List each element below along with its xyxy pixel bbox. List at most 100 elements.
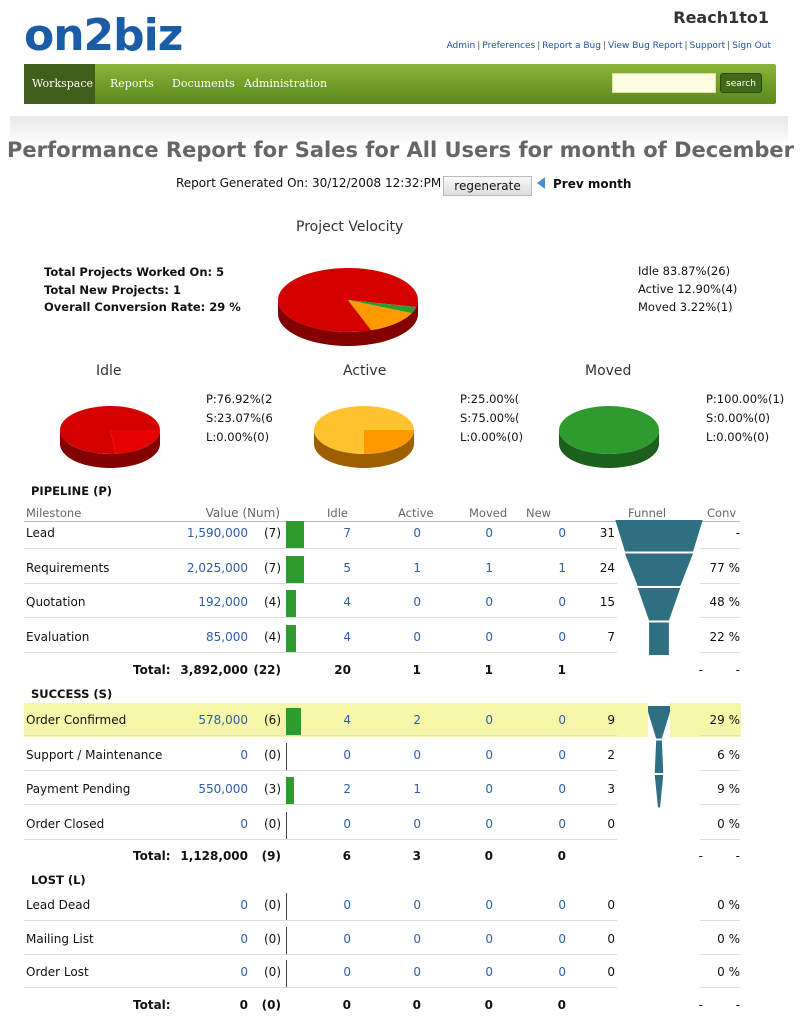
idle-legend-l: L:0.00%(0) — [206, 430, 270, 444]
nav-administration[interactable]: Administration — [244, 77, 328, 90]
num-count: (0) — [264, 965, 281, 979]
value-link[interactable]: 0 — [240, 816, 248, 831]
value-link[interactable]: 550,000 — [198, 782, 248, 796]
idle-count[interactable]: 0 — [343, 931, 351, 946]
new-count[interactable]: 0 — [558, 713, 566, 727]
value-link[interactable]: 2,025,000 — [186, 560, 248, 575]
value-link[interactable]: 0 — [240, 898, 248, 912]
active-count[interactable]: 0 — [413, 816, 421, 831]
search-input[interactable] — [612, 73, 716, 93]
arrow-left-icon — [537, 177, 545, 189]
search-button[interactable]: search — [720, 73, 762, 93]
moved-legend-p: P:100.00%(1) — [706, 392, 785, 406]
value-link[interactable]: 578,000 — [198, 713, 248, 727]
lost-total-conv: - — [735, 998, 740, 1012]
admin-link[interactable]: Admin — [446, 41, 476, 51]
active-count[interactable]: 0 — [413, 898, 421, 912]
idle-count[interactable]: 7 — [343, 526, 351, 540]
idle-count[interactable]: 0 — [343, 898, 351, 912]
milestone-name: Order Confirmed — [26, 713, 127, 727]
report-bug-link[interactable]: Report a Bug — [542, 41, 601, 51]
new-count[interactable]: 0 — [558, 965, 566, 979]
prev-month-link[interactable]: Prev month — [537, 177, 631, 191]
highlight-row-right — [670, 703, 741, 737]
idle-count[interactable]: 0 — [343, 816, 351, 831]
success-total-idle: 6 — [342, 849, 351, 863]
legend-moved: Moved 3.22%(1) — [638, 300, 733, 314]
active-count[interactable]: 0 — [413, 595, 421, 609]
nav-workspace[interactable]: Workspace — [24, 64, 95, 104]
conv-rate: 6 % — [717, 747, 740, 762]
conv-rate: 48 % — [709, 595, 741, 609]
conv-rate: - — [735, 526, 740, 540]
moved-count[interactable]: 0 — [485, 747, 493, 762]
idle-count[interactable]: 0 — [343, 965, 351, 979]
moved-count[interactable]: 0 — [485, 816, 493, 831]
new-count[interactable]: 0 — [558, 526, 566, 540]
pie-side — [60, 430, 160, 468]
idle-count[interactable]: 4 — [343, 713, 351, 727]
nav-reports[interactable]: Reports — [110, 77, 154, 90]
active-count[interactable]: 0 — [413, 747, 421, 762]
new-count[interactable]: 0 — [558, 629, 566, 644]
row-line — [24, 582, 617, 584]
moved-legend-l: L:0.00%(0) — [706, 430, 770, 444]
value-link[interactable]: 0 — [240, 931, 248, 946]
moved-count[interactable]: 0 — [485, 931, 493, 946]
value-link[interactable]: 192,000 — [198, 595, 248, 609]
row-line-right — [700, 582, 740, 584]
moved-count[interactable]: 0 — [485, 713, 493, 727]
header-conv: Conv — [707, 506, 737, 520]
idle-pie-legend: P:76.92%(2 S:23.07%(6 L:0.00%(0) — [206, 390, 273, 447]
new-count[interactable]: 0 — [558, 747, 566, 762]
new-count[interactable]: 0 — [558, 816, 566, 831]
new-count[interactable]: 1 — [558, 560, 566, 575]
active-count[interactable]: 0 — [413, 931, 421, 946]
preferences-link[interactable]: Preferences — [482, 41, 536, 51]
moved-count[interactable]: 0 — [485, 782, 493, 796]
support-link[interactable]: Support — [689, 41, 726, 51]
new-count[interactable]: 0 — [558, 898, 566, 912]
regenerate-button[interactable]: regenerate — [443, 176, 532, 196]
active-count[interactable]: 0 — [413, 526, 421, 540]
active-count[interactable]: 1 — [413, 560, 421, 575]
idle-legend-p: P:76.92%(2 — [206, 392, 273, 406]
conv-rate: 0 % — [717, 965, 740, 979]
pie-slice — [364, 430, 414, 454]
active-count[interactable]: 0 — [413, 629, 421, 644]
moved-count[interactable]: 0 — [485, 595, 493, 609]
funnel-count: 24 — [599, 560, 615, 575]
value-link[interactable]: 1,590,000 — [186, 526, 248, 540]
moved-count[interactable]: 0 — [485, 629, 493, 644]
idle-count[interactable]: 5 — [343, 560, 351, 575]
idle-count[interactable]: 4 — [343, 595, 351, 609]
idle-count[interactable]: 2 — [343, 782, 351, 796]
new-count[interactable]: 0 — [558, 595, 566, 609]
generated-on: Report Generated On: 30/12/2008 12:32:PM — [176, 176, 442, 190]
idle-count[interactable]: 0 — [343, 747, 351, 762]
value-link[interactable]: 0 — [240, 747, 248, 762]
pipeline-total-value: 3,892,000 — [180, 663, 248, 677]
sign-out-link[interactable]: Sign Out — [732, 41, 771, 51]
active-count[interactable]: 2 — [413, 713, 421, 727]
value-link[interactable]: 85,000 — [206, 629, 248, 644]
pie-slice — [348, 300, 412, 331]
moved-count[interactable]: 0 — [485, 965, 493, 979]
active-count[interactable]: 1 — [413, 782, 421, 796]
moved-count[interactable]: 0 — [485, 898, 493, 912]
pie-side — [278, 300, 418, 346]
new-count[interactable]: 0 — [558, 931, 566, 946]
new-count[interactable]: 0 — [558, 782, 566, 796]
moved-count[interactable]: 0 — [485, 526, 493, 540]
funnel-count: 15 — [599, 595, 615, 609]
idle-count[interactable]: 4 — [343, 629, 351, 644]
value-link[interactable]: 0 — [240, 965, 248, 979]
row-line — [24, 838, 617, 840]
view-bug-report-link[interactable]: View Bug Report — [608, 41, 683, 51]
moved-count[interactable]: 1 — [485, 560, 493, 575]
row-line — [24, 548, 617, 549]
pipeline-total-new: 1 — [557, 663, 566, 677]
header-active: Active — [398, 506, 434, 520]
active-count[interactable]: 0 — [413, 965, 421, 979]
nav-documents[interactable]: Documents — [172, 77, 235, 90]
